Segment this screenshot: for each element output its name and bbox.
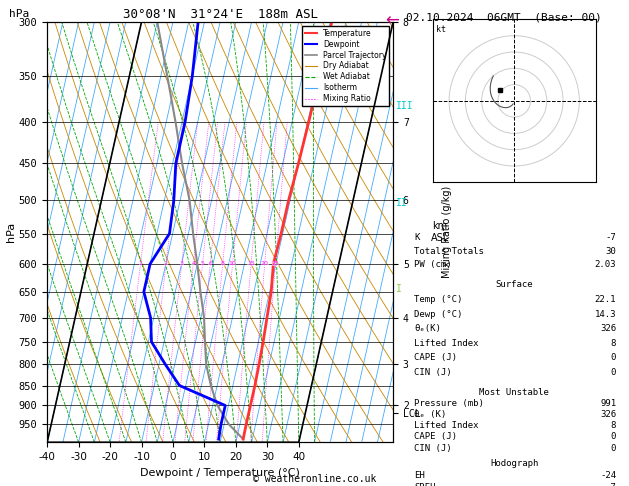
Text: 326: 326 bbox=[600, 410, 616, 419]
Text: 8: 8 bbox=[221, 261, 225, 266]
Text: 6: 6 bbox=[208, 261, 212, 266]
Text: Temp (°C): Temp (°C) bbox=[415, 295, 463, 304]
Text: 5: 5 bbox=[201, 261, 204, 266]
Y-axis label: km
ASL: km ASL bbox=[431, 221, 449, 243]
Text: 8: 8 bbox=[611, 339, 616, 348]
Text: 10: 10 bbox=[229, 261, 237, 266]
Text: Totals Totals: Totals Totals bbox=[415, 246, 484, 256]
Text: hPa: hPa bbox=[9, 9, 30, 19]
Text: Lifted Index: Lifted Index bbox=[415, 339, 479, 348]
Text: Mixing Ratio (g/kg): Mixing Ratio (g/kg) bbox=[442, 186, 452, 278]
Text: SREH: SREH bbox=[415, 483, 436, 486]
Text: PW (cm): PW (cm) bbox=[415, 260, 452, 269]
Text: Dewp (°C): Dewp (°C) bbox=[415, 310, 463, 318]
Text: 1: 1 bbox=[138, 261, 142, 266]
Text: 8: 8 bbox=[611, 421, 616, 430]
Text: 0: 0 bbox=[611, 368, 616, 377]
Text: 02.10.2024  06GMT  (Base: 00): 02.10.2024 06GMT (Base: 00) bbox=[406, 12, 601, 22]
Text: 4: 4 bbox=[191, 261, 196, 266]
Text: ←: ← bbox=[386, 12, 399, 30]
Text: © weatheronline.co.uk: © weatheronline.co.uk bbox=[253, 473, 376, 484]
Text: CAPE (J): CAPE (J) bbox=[415, 433, 457, 441]
Text: -7: -7 bbox=[606, 483, 616, 486]
Text: 991: 991 bbox=[600, 399, 616, 408]
Text: 3: 3 bbox=[180, 261, 184, 266]
Text: 15: 15 bbox=[247, 261, 255, 266]
X-axis label: Dewpoint / Temperature (°C): Dewpoint / Temperature (°C) bbox=[140, 468, 300, 478]
Text: 25: 25 bbox=[272, 261, 279, 266]
Text: 326: 326 bbox=[600, 324, 616, 333]
Text: kt: kt bbox=[436, 25, 446, 35]
Text: K: K bbox=[415, 233, 420, 243]
Text: Hodograph: Hodograph bbox=[490, 459, 538, 469]
Text: Pressure (mb): Pressure (mb) bbox=[415, 399, 484, 408]
Text: 30: 30 bbox=[606, 246, 616, 256]
Y-axis label: hPa: hPa bbox=[6, 222, 16, 242]
Text: 20: 20 bbox=[261, 261, 269, 266]
Text: 14.3: 14.3 bbox=[594, 310, 616, 318]
Title: 30°08'N  31°24'E  188m ASL: 30°08'N 31°24'E 188m ASL bbox=[123, 8, 318, 21]
Text: θₑ(K): θₑ(K) bbox=[415, 324, 442, 333]
Text: CIN (J): CIN (J) bbox=[415, 444, 452, 452]
Text: III: III bbox=[396, 101, 414, 111]
Text: -24: -24 bbox=[600, 471, 616, 480]
Text: 0: 0 bbox=[611, 353, 616, 363]
Legend: Temperature, Dewpoint, Parcel Trajectory, Dry Adiabat, Wet Adiabat, Isotherm, Mi: Temperature, Dewpoint, Parcel Trajectory… bbox=[302, 26, 389, 106]
Text: CIN (J): CIN (J) bbox=[415, 368, 452, 377]
Text: CAPE (J): CAPE (J) bbox=[415, 353, 457, 363]
Text: Lifted Index: Lifted Index bbox=[415, 421, 479, 430]
Text: 2.03: 2.03 bbox=[594, 260, 616, 269]
Text: θₑ (K): θₑ (K) bbox=[415, 410, 447, 419]
Text: 0: 0 bbox=[611, 444, 616, 452]
Text: EH: EH bbox=[415, 471, 425, 480]
Text: 0: 0 bbox=[611, 433, 616, 441]
Text: Surface: Surface bbox=[496, 280, 533, 289]
Text: I: I bbox=[396, 284, 402, 294]
Text: II: II bbox=[396, 198, 408, 208]
Text: 2: 2 bbox=[164, 261, 168, 266]
Text: -7: -7 bbox=[606, 233, 616, 243]
Text: Most Unstable: Most Unstable bbox=[479, 388, 549, 397]
Text: 22.1: 22.1 bbox=[594, 295, 616, 304]
